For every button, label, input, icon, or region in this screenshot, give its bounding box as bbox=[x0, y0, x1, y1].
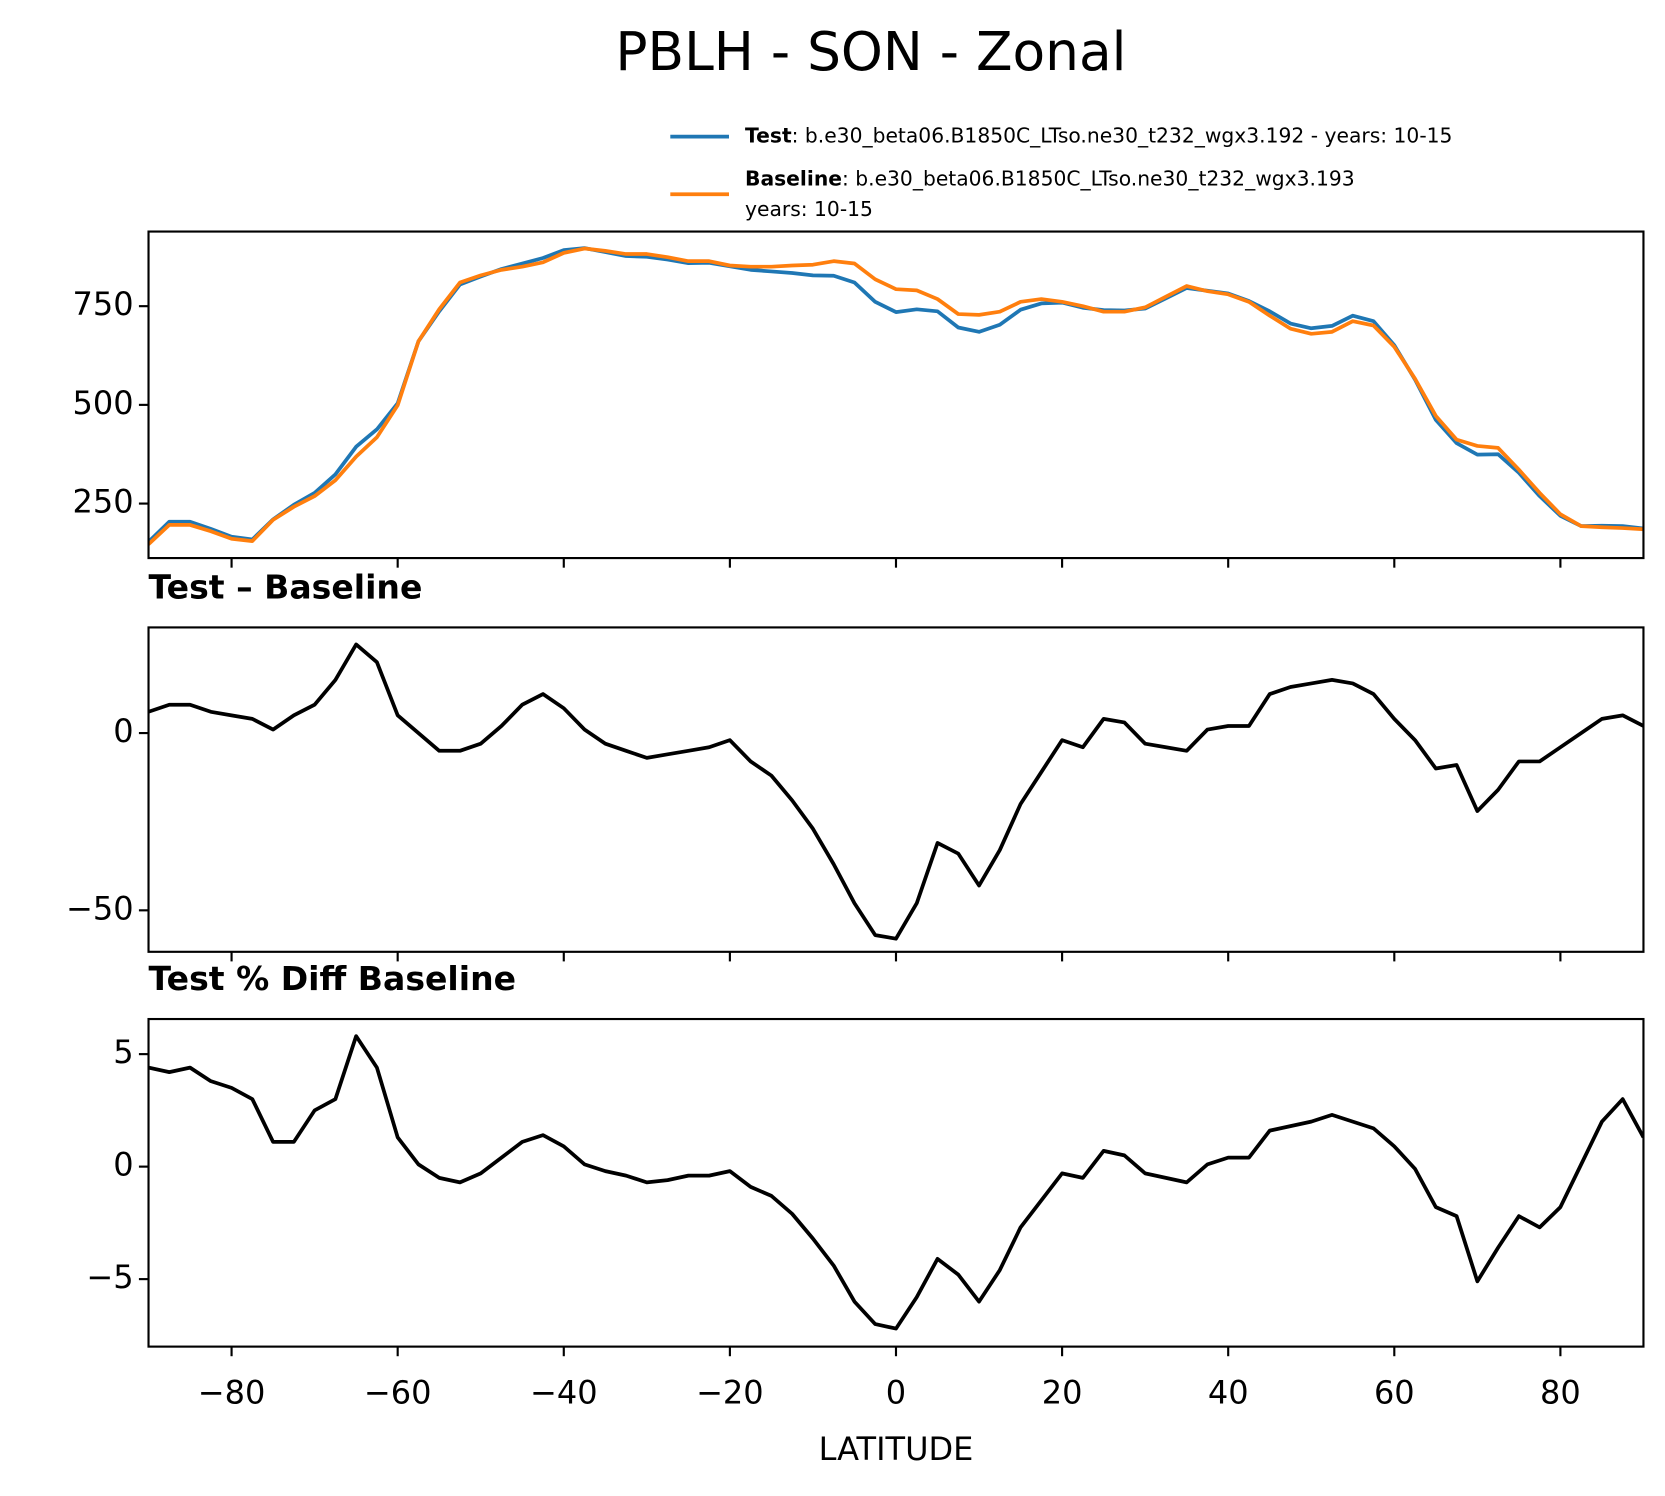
x-tick-label: 40 bbox=[1208, 1374, 1249, 1412]
x-tick-label: 20 bbox=[1042, 1374, 1083, 1412]
data-line bbox=[148, 642, 1644, 941]
data-line bbox=[148, 246, 1644, 544]
subplot-title: Test % Diff Baseline bbox=[149, 959, 517, 998]
y-tick-label: 500 bbox=[73, 384, 134, 422]
x-tick-label: 0 bbox=[886, 1374, 906, 1412]
figure-title: PBLH - SON - Zonal bbox=[615, 20, 1126, 83]
y-tick-label: 750 bbox=[73, 285, 134, 323]
legend-description: : b.e30_beta06.B1850C_LTso.ne30_t232_wgx… bbox=[792, 123, 1453, 147]
y-tick-label: −5 bbox=[86, 1258, 133, 1296]
legend-description: years: 10-15 bbox=[745, 197, 873, 221]
x-tick-label: −60 bbox=[364, 1374, 432, 1412]
x-tick-label: −80 bbox=[198, 1374, 266, 1412]
y-tick-label: 5 bbox=[113, 1033, 133, 1071]
x-axis-label: LATITUDE bbox=[819, 1430, 974, 1468]
legend-description: : b.e30_beta06.B1850C_LTso.ne30_t232_wgx… bbox=[842, 166, 1355, 190]
data-line bbox=[148, 246, 1644, 546]
y-tick-label: 0 bbox=[113, 712, 133, 750]
x-tick-label: −20 bbox=[696, 1374, 764, 1412]
y-tick-label: 250 bbox=[73, 483, 134, 521]
plot-area bbox=[148, 246, 1644, 546]
x-tick-label: −40 bbox=[530, 1374, 598, 1412]
legend-name: Test bbox=[745, 123, 792, 147]
legend-entry: Baseline: b.e30_beta06.B1850C_LTso.ne30_… bbox=[745, 166, 1355, 190]
x-tick-label: 80 bbox=[1540, 1374, 1581, 1412]
legend-entry: Test: b.e30_beta06.B1850C_LTso.ne30_t232… bbox=[745, 123, 1452, 147]
axes-frame bbox=[147, 1017, 1645, 1348]
x-tick-label: 60 bbox=[1374, 1374, 1415, 1412]
data-line bbox=[148, 1034, 1644, 1331]
plot-area bbox=[148, 1034, 1644, 1331]
plot-area bbox=[148, 642, 1644, 941]
axes-frame bbox=[147, 626, 1645, 953]
subplot-title: Test – Baseline bbox=[149, 568, 423, 607]
legend-name: Baseline bbox=[745, 166, 842, 190]
axes-frame bbox=[147, 230, 1645, 560]
y-tick-label: −50 bbox=[66, 889, 134, 927]
y-tick-label: 0 bbox=[113, 1146, 133, 1184]
legend-entry: years: 10-15 bbox=[745, 197, 873, 221]
